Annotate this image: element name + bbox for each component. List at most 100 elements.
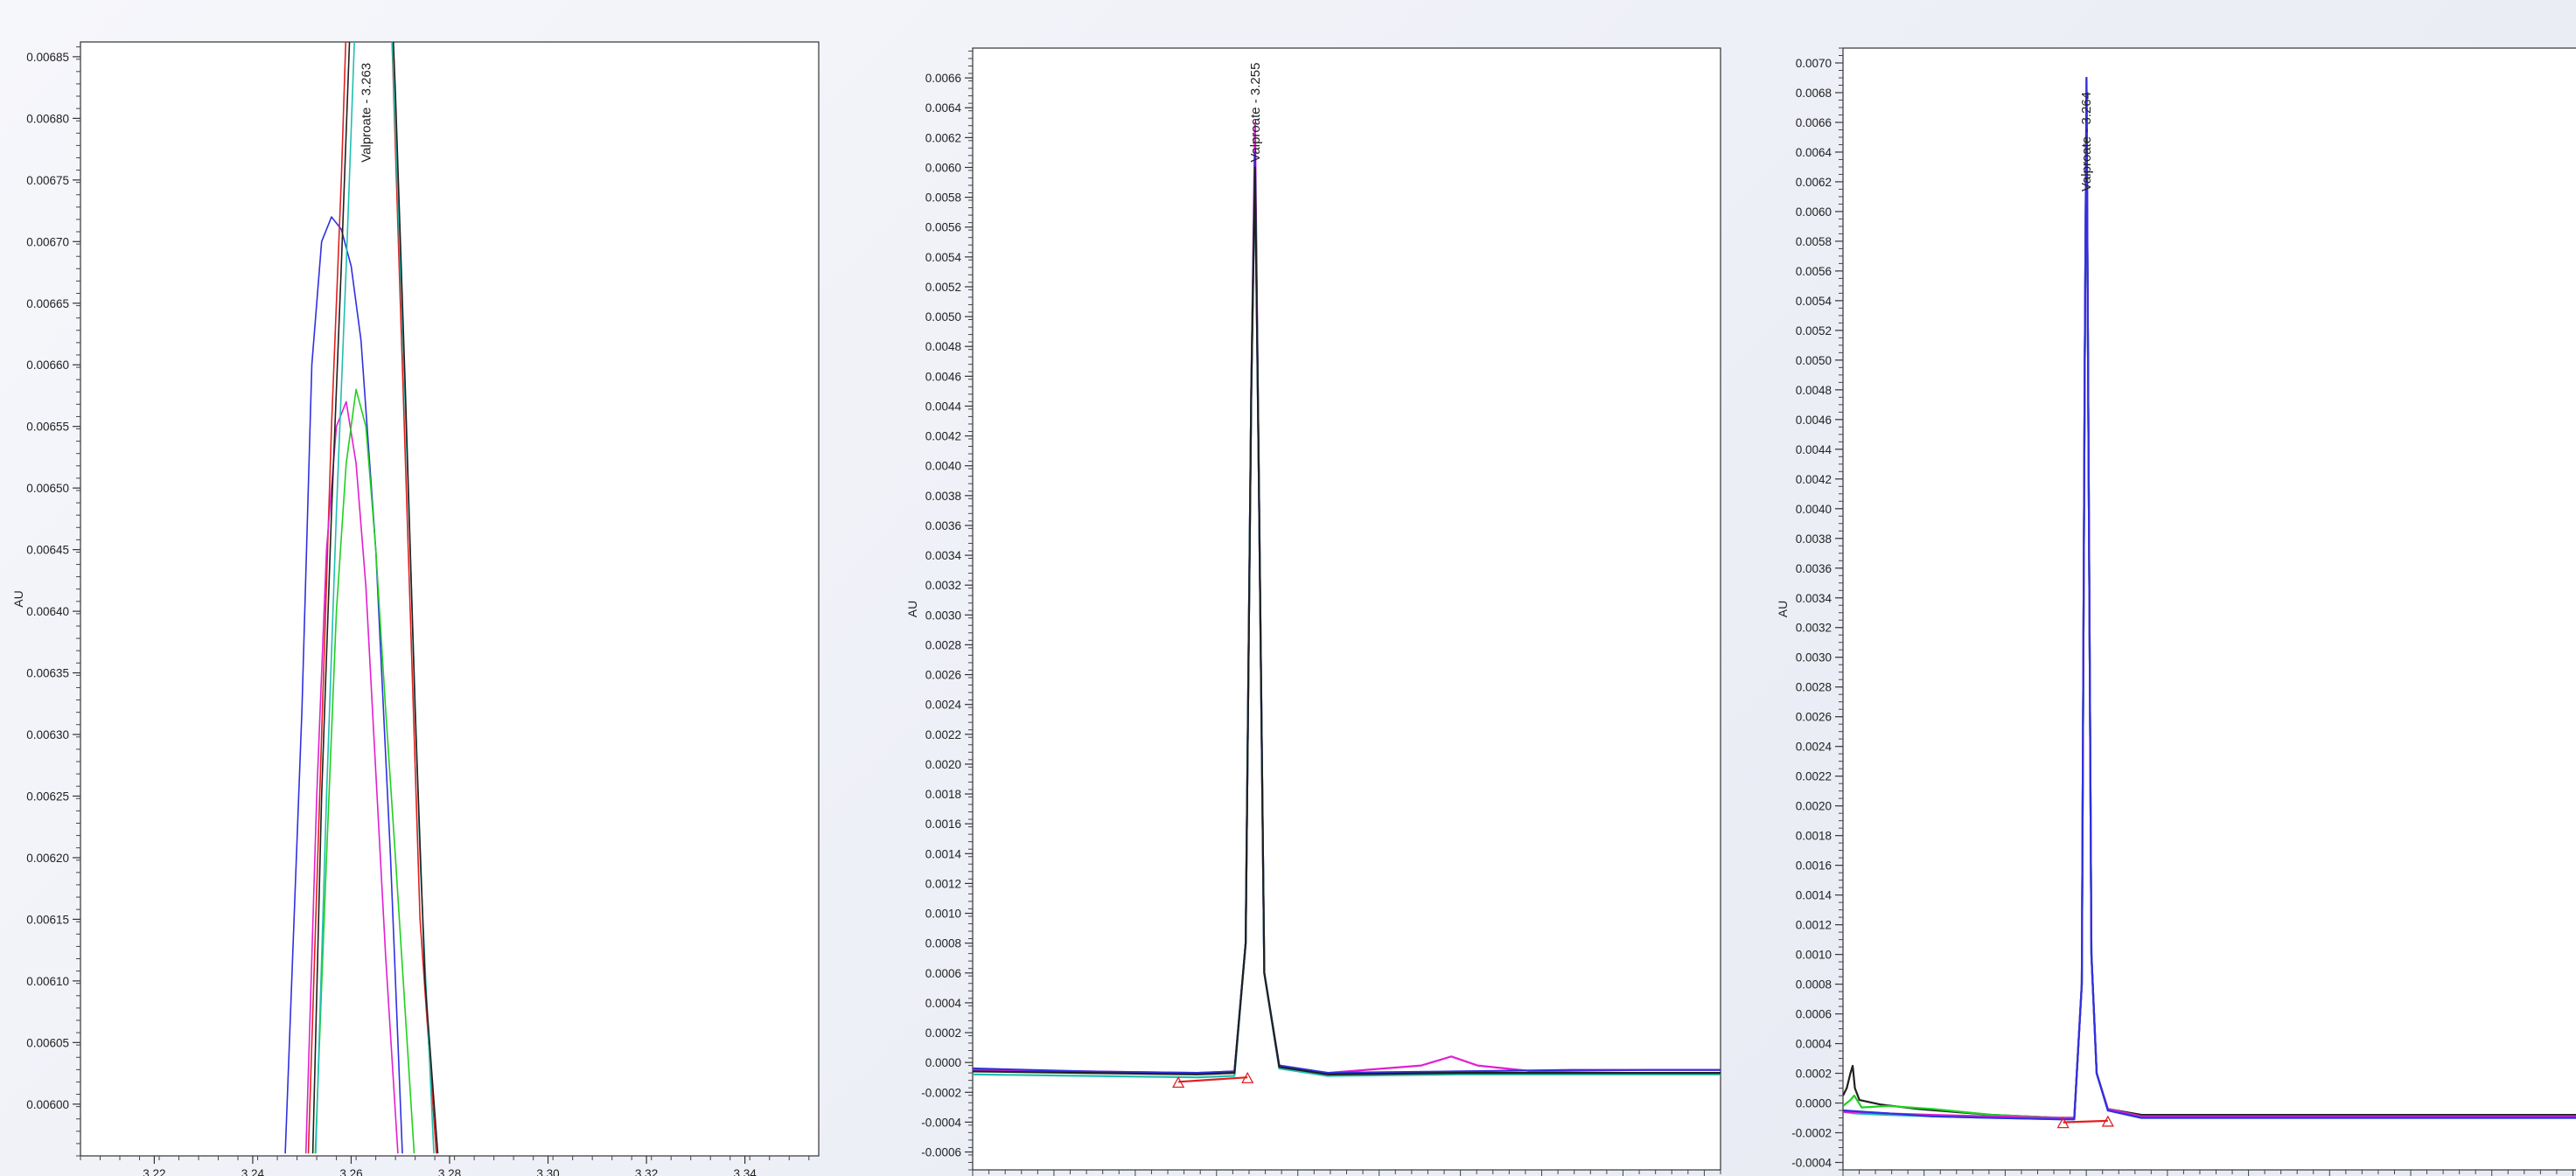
y-tick-label: 0.0062: [1796, 176, 1832, 189]
y-tick-label: 0.0012: [925, 877, 961, 890]
series-group: [284, 42, 439, 1154]
x-axis-ticks: [972, 1170, 1721, 1176]
series-group: [1843, 76, 2576, 1124]
y-axis-ticks: -0.0004 -0.0002 0.0000 0.0002 0.0004 0.0006 0.…: [1791, 47, 1843, 1171]
y-tick-label: 0.0018: [925, 788, 961, 801]
y-tick-label: 0.0000: [925, 1056, 961, 1069]
y-tick-label: 0.0040: [925, 460, 961, 473]
y-tick-label: 0.00660: [26, 358, 69, 372]
x-tick-label: 3.32: [635, 1167, 658, 1176]
y-tick-label: 0.0028: [1796, 681, 1832, 694]
y-tick-label: 0.0058: [925, 191, 961, 205]
y-tick-label: 0.0006: [925, 967, 961, 980]
y-tick-label: -0.0006: [921, 1146, 961, 1159]
y-tick-label: 0.0010: [925, 908, 961, 921]
y-tick-label: 0.0004: [1796, 1038, 1833, 1051]
y-tick-label: 0.0050: [1796, 354, 1832, 367]
y-tick-label: 0.00650: [26, 482, 69, 495]
y-tick-label: 0.0066: [925, 72, 961, 85]
y-tick-label: 0.0060: [1796, 205, 1832, 219]
y-tick-label: 0.0000: [1796, 1097, 1832, 1110]
peak-label: Valproate - 3.263: [359, 63, 373, 163]
y-tick-label: 0.0038: [1796, 532, 1832, 546]
y-tick-label: 0.0044: [925, 400, 962, 413]
y-tick-label: 0.0034: [1796, 592, 1833, 605]
y-tick-label: 0.0024: [925, 699, 962, 712]
y-tick-label: 0.00665: [26, 297, 69, 310]
peak-label: Valproate - 3.264: [2079, 92, 2094, 191]
y-tick-label: 0.00605: [26, 1036, 69, 1049]
integration-marker: [1241, 1071, 1254, 1083]
y-tick-label: 0.0030: [1796, 651, 1832, 665]
chart-panel-2: -0.0006 -0.0004 -0.0002 0.0000 0.0002 0.0004 0…: [905, 47, 1721, 1176]
y-tick-label: 0.00655: [26, 421, 69, 434]
y-tick-label: 0.00630: [26, 728, 69, 741]
y-tick-label: 0.0048: [925, 340, 961, 353]
y-tick-label: 0.00645: [26, 544, 69, 557]
y-tick-label: 0.00640: [26, 605, 69, 618]
y-tick-label: 0.0020: [1796, 800, 1832, 813]
y-tick-label: 0.0036: [925, 519, 961, 532]
series-line-6: [311, 42, 439, 1154]
y-tick-label: 0.0016: [925, 818, 961, 831]
y-tick-label: 0.0002: [1796, 1068, 1832, 1081]
y-tick-label: 0.0054: [925, 251, 962, 264]
y-tick-label: 0.0048: [1796, 384, 1832, 397]
peak-label: Valproate - 3.255: [1248, 63, 1263, 163]
y-tick-label: 0.0064: [1796, 146, 1833, 159]
x-tick-label: 3.28: [438, 1167, 461, 1176]
y-tick-label: 0.0012: [1796, 919, 1832, 932]
integration-marker: [2056, 1117, 2070, 1129]
y-tick-label: 0.0042: [925, 430, 961, 443]
y-tick-label: 0.0034: [925, 549, 962, 562]
y-tick-label: -0.0004: [1791, 1157, 1832, 1170]
y-tick-label: 0.0022: [925, 728, 961, 741]
series-group: [973, 122, 1721, 1083]
integration-marker: [2101, 1115, 2114, 1127]
y-tick-label: 0.00620: [26, 852, 69, 865]
y-tick-label: 0.0020: [925, 758, 961, 771]
y-tick-label: 0.0030: [925, 609, 961, 622]
y-tick-label: 0.0068: [1796, 87, 1832, 100]
y-axis-ticks: 0.00600 0.00605 0.00610 0.00615 0.00620 0.006…: [26, 46, 80, 1157]
x-tick-label: 3.24: [241, 1167, 265, 1176]
y-tick-label: 0.0054: [1796, 295, 1833, 308]
y-tick-label: 0.0032: [925, 579, 961, 592]
y-axis-label: AU: [905, 601, 919, 617]
series-line-4: [973, 166, 1721, 1075]
y-tick-label: 0.0014: [1796, 889, 1833, 902]
y-tick-label: 0.0006: [1796, 1008, 1832, 1021]
plot-area: [80, 41, 820, 1157]
y-tick-label: 0.0056: [925, 221, 961, 234]
y-tick-label: 0.0010: [1796, 949, 1832, 962]
y-tick-label: 0.00610: [26, 975, 69, 988]
y-tick-label: 0.0044: [1796, 443, 1833, 456]
plot-area: [972, 47, 1721, 1171]
series-line-5: [1178, 1076, 1248, 1083]
series-line-6: [2063, 1119, 2108, 1124]
series-line-4: [314, 388, 415, 1154]
series-line-1: [284, 216, 403, 1154]
plot-area: [1842, 47, 2576, 1171]
integration-marker: [1172, 1075, 1185, 1088]
y-tick-label: 0.0042: [1796, 473, 1832, 486]
y-tick-label: 0.0002: [925, 1026, 961, 1040]
y-tick-label: 0.0066: [1796, 116, 1832, 129]
y-tick-label: 0.0026: [925, 669, 961, 682]
y-tick-label: 0.00635: [26, 667, 69, 680]
x-tick-label: 3.34: [733, 1167, 757, 1176]
y-tick-label: 0.0046: [925, 370, 961, 383]
y-tick-label: 0.0040: [1796, 503, 1832, 516]
y-tick-label: 0.0056: [1796, 265, 1832, 278]
y-tick-label: 0.0052: [925, 281, 961, 294]
y-tick-label: 0.0028: [925, 638, 961, 651]
y-tick-label: 0.0046: [1796, 414, 1832, 427]
y-tick-label: 0.00625: [26, 790, 69, 803]
y-tick-label: 0.0022: [1796, 770, 1832, 783]
y-tick-label: 0.0036: [1796, 562, 1832, 575]
chart-panel-3: -0.0004 -0.0002 0.0000 0.0002 0.0004 0.0006 0.…: [1776, 47, 2576, 1176]
x-tick-label: 3.22: [143, 1167, 165, 1176]
y-tick-label: 0.0050: [925, 310, 961, 324]
y-tick-label: 0.0038: [925, 490, 961, 503]
